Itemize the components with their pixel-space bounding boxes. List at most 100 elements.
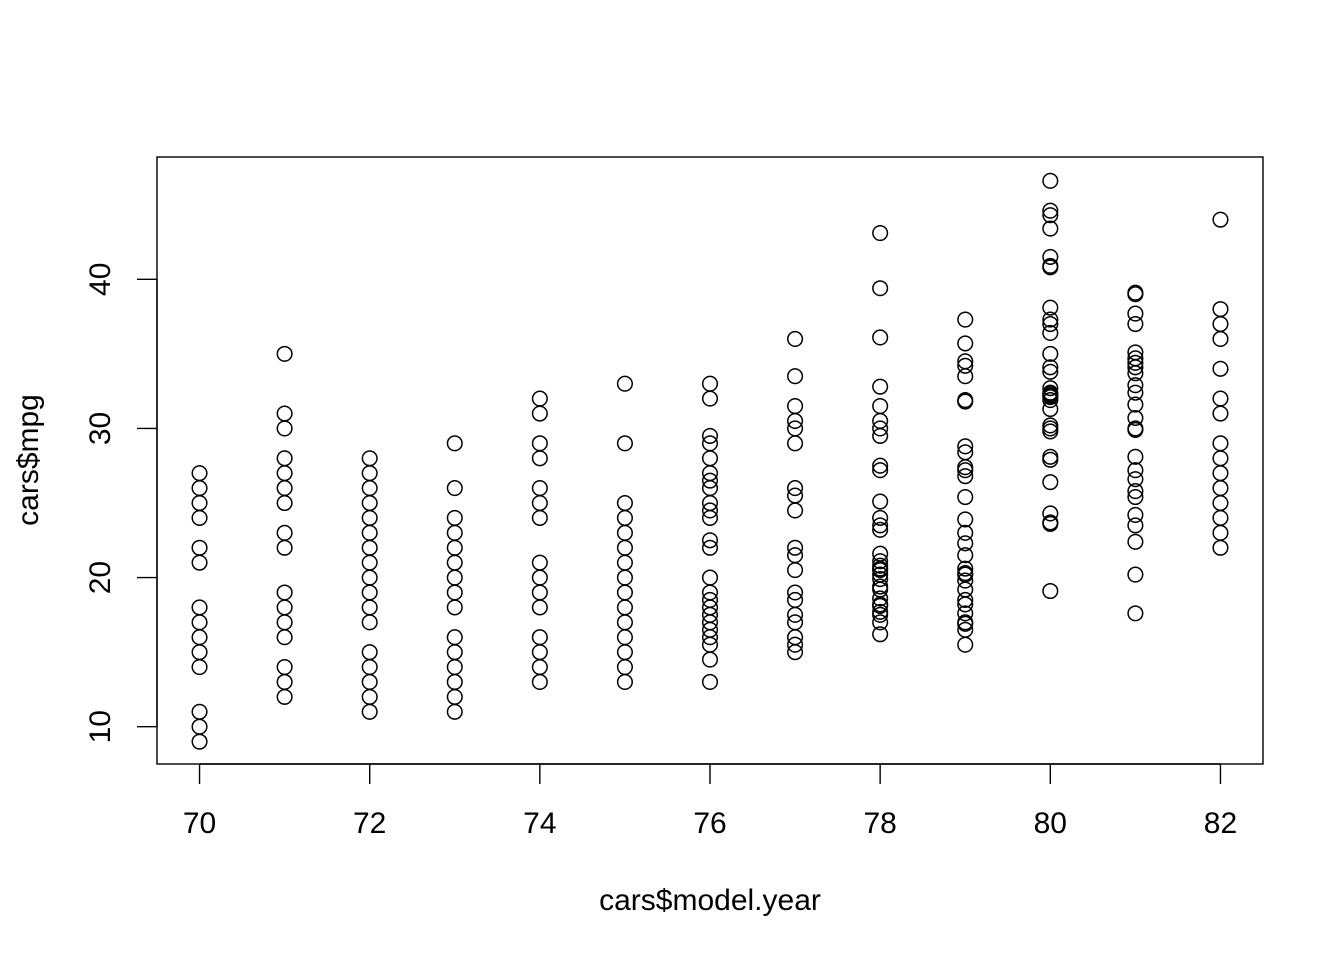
data-point: [531, 435, 548, 452]
data-point: [787, 562, 804, 579]
data-point: [957, 591, 974, 608]
data-point: [361, 465, 378, 482]
data-point: [701, 673, 719, 691]
data-point: [1042, 315, 1059, 333]
data-point: [191, 554, 208, 571]
data-point: [872, 420, 889, 437]
data-point: [361, 584, 378, 601]
data-point: [276, 599, 293, 616]
data-point: [1127, 488, 1144, 506]
data-point: [957, 636, 974, 653]
data-point: [276, 524, 293, 541]
data-point: [616, 375, 633, 392]
data-point: [1127, 533, 1144, 550]
data-point: [1042, 423, 1059, 440]
data-point: [191, 480, 208, 497]
data-point: [616, 569, 633, 586]
data-point: [787, 636, 804, 653]
data-point: [616, 524, 633, 541]
y-axis: 10 20 30 40: [84, 263, 158, 743]
data-point: [872, 509, 889, 526]
data-point: [531, 390, 548, 407]
data-point: [446, 644, 463, 661]
data-point: [957, 311, 974, 328]
data-point: [191, 614, 208, 631]
data-point: [1042, 420, 1059, 437]
data-point: [957, 357, 974, 374]
data-point: [446, 435, 463, 452]
data-point: [446, 584, 463, 601]
data-point: [872, 493, 889, 510]
data-point: [701, 450, 719, 467]
data-point: [616, 509, 633, 526]
data-point: [1127, 448, 1144, 465]
data-point: [957, 462, 974, 479]
data-point: [1212, 480, 1229, 497]
data-point: [616, 584, 633, 601]
data-point: [872, 329, 889, 346]
data-point: [1127, 365, 1144, 382]
data-point: [872, 626, 889, 643]
y-tick-label: 30: [84, 412, 117, 445]
data-point: [191, 718, 208, 735]
data-point: [872, 614, 889, 631]
data-point: [531, 569, 548, 586]
data-point: [872, 590, 889, 607]
data-point: [957, 572, 974, 589]
data-point: [1212, 450, 1229, 467]
x-tick-label: 76: [693, 807, 726, 840]
data-point: [872, 280, 889, 297]
data-point: [957, 468, 974, 485]
data-point: [1212, 539, 1229, 556]
data-point: [1127, 471, 1144, 488]
x-tick-label: 78: [863, 807, 896, 840]
data-point: [531, 480, 548, 497]
data-point: [1212, 524, 1229, 541]
data-point: [361, 688, 378, 705]
data-point: [1212, 360, 1229, 377]
data-point: [1042, 220, 1059, 237]
data-point: [446, 688, 463, 705]
data-point: [446, 539, 463, 556]
data-point: [616, 539, 633, 556]
data-point: [616, 435, 633, 452]
x-tick-label: 72: [353, 807, 386, 840]
data-point: [872, 597, 889, 614]
data-point: [1127, 305, 1144, 322]
data-point: [957, 535, 974, 552]
data-point: [1042, 248, 1059, 265]
data-point: [191, 539, 208, 556]
data-point: [1042, 505, 1059, 522]
y-tick-label: 20: [84, 561, 117, 594]
data-point: [1212, 435, 1229, 452]
data-point: [1212, 390, 1229, 407]
data-point: [1042, 299, 1059, 316]
data-point: [276, 673, 293, 691]
data-point: [872, 378, 889, 395]
data-point: [361, 554, 378, 571]
data-point: [616, 629, 633, 646]
data-point: [531, 659, 548, 676]
data-point: [872, 521, 889, 538]
data-point: [872, 427, 889, 444]
data-point: [1042, 451, 1059, 468]
x-axis-label: cars$model.year: [599, 884, 821, 917]
data-point: [1127, 517, 1144, 534]
x-tick-label: 70: [183, 807, 216, 840]
data-point: [276, 450, 293, 467]
data-point: [361, 494, 378, 512]
data-point: [701, 509, 719, 526]
x-tick-label: 80: [1034, 807, 1067, 840]
data-point: [872, 457, 889, 474]
data-point: [1212, 509, 1229, 526]
data-point: [1212, 211, 1229, 228]
data-point: [276, 659, 293, 676]
data-point: [957, 615, 974, 632]
data-point: [531, 599, 548, 616]
data-point: [957, 488, 974, 506]
data-point: [701, 502, 719, 519]
data-point: [276, 405, 293, 422]
data-point: [957, 393, 974, 410]
data-point: [1127, 483, 1144, 500]
